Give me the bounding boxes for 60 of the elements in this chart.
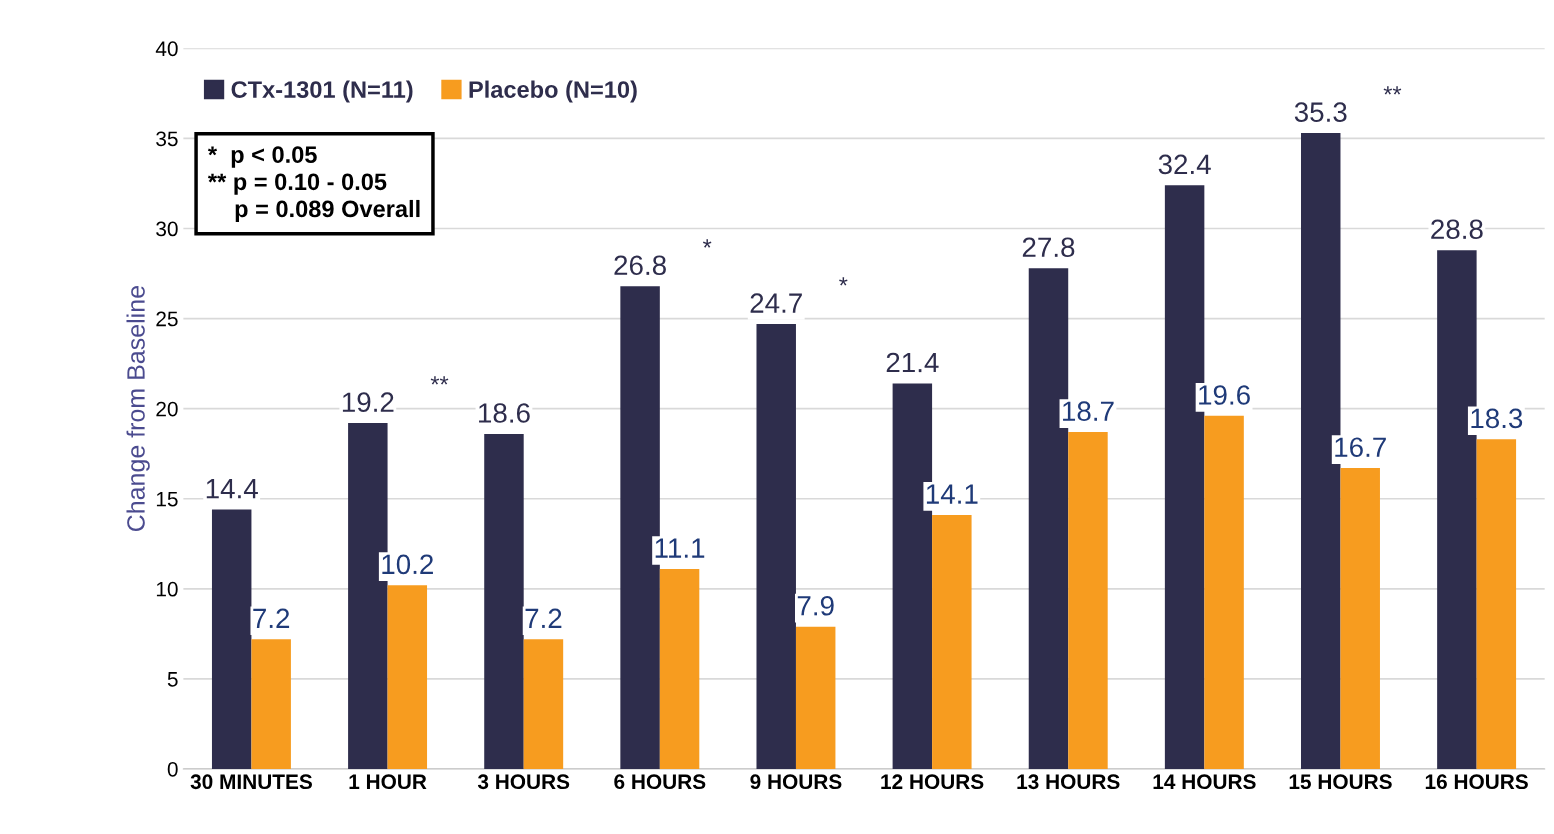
x-tick-label: 13 HOURS (1017, 774, 1120, 790)
data-label: 16.7 (1335, 437, 1386, 458)
x-tick-label: 15 HOURS (1289, 774, 1392, 790)
data-label: 27.8 (1022, 237, 1075, 258)
data-label: 10.2 (382, 554, 433, 575)
annotation: * p < 0.05 ** p = 0.10 - 0.05 p = 0.089 Overall (207, 146, 420, 222)
data-label: 19.2 (342, 392, 394, 413)
x-tick-label: 1 HOUR (349, 774, 427, 790)
y-tick-label: 10 (156, 581, 178, 597)
x-tick-label: 30 MINUTES (190, 774, 312, 790)
bar (387, 585, 428, 769)
data-label: 32.4 (1158, 154, 1211, 175)
annotation: ** (1383, 86, 1402, 95)
data-label: 21.4 (886, 352, 939, 373)
y-tick-label: 25 (156, 311, 178, 327)
bar (484, 433, 524, 769)
data-label: 26.8 (614, 255, 666, 276)
y-tick-label: 30 (156, 221, 178, 237)
data-label: 7.2 (253, 608, 290, 628)
y-tick-label: 5 (167, 672, 178, 687)
x-tick-label: 16 HOURS (1425, 774, 1528, 790)
data-label: 7.9 (797, 595, 834, 616)
bar (211, 509, 252, 769)
data-label: 18.7 (1063, 401, 1114, 422)
data-label: 11.1 (655, 538, 705, 558)
data-label: 35.3 (1294, 102, 1347, 122)
bar (932, 514, 972, 769)
data-label: 18.3 (1471, 408, 1523, 429)
annotation: * (839, 277, 848, 286)
data-label: 19.6 (1199, 385, 1250, 405)
x-tick-label: 9 HOURS (750, 774, 842, 790)
y-tick-label: 0 (167, 761, 178, 777)
legend-label: Placebo (N=10) (469, 80, 637, 103)
bar (1476, 439, 1517, 769)
y-tick-label: 20 (156, 401, 178, 417)
data-label: 18.6 (479, 403, 530, 423)
annotation: ** (430, 376, 449, 385)
bar (659, 568, 700, 769)
data-label: 7.2 (525, 608, 562, 628)
bar (251, 639, 291, 769)
y-tick-label: 40 (155, 41, 178, 57)
y-tick-label: 35 (156, 131, 178, 147)
y-tick-label: 15 (156, 491, 178, 507)
data-label: 24.7 (750, 293, 802, 313)
x-tick-label: 14 HOURS (1153, 774, 1256, 790)
bar (1340, 468, 1380, 769)
bar (523, 639, 564, 769)
data-label: 28.8 (1431, 219, 1483, 240)
bar (1204, 415, 1244, 769)
annotation: * (702, 239, 712, 248)
data-label: 14.1 (926, 484, 978, 504)
x-tick-label: 3 HOURS (477, 774, 570, 790)
bar (795, 626, 836, 769)
bar (1068, 432, 1108, 769)
legend-label: CTx-1301 (N=11) (231, 80, 413, 103)
y-axis-title: Change from Baseline (126, 286, 150, 532)
bar (756, 323, 796, 769)
x-tick-label: 12 HOURS (881, 774, 984, 790)
data-label: 14.4 (206, 479, 258, 499)
x-tick-label: 6 HOURS (614, 774, 706, 790)
